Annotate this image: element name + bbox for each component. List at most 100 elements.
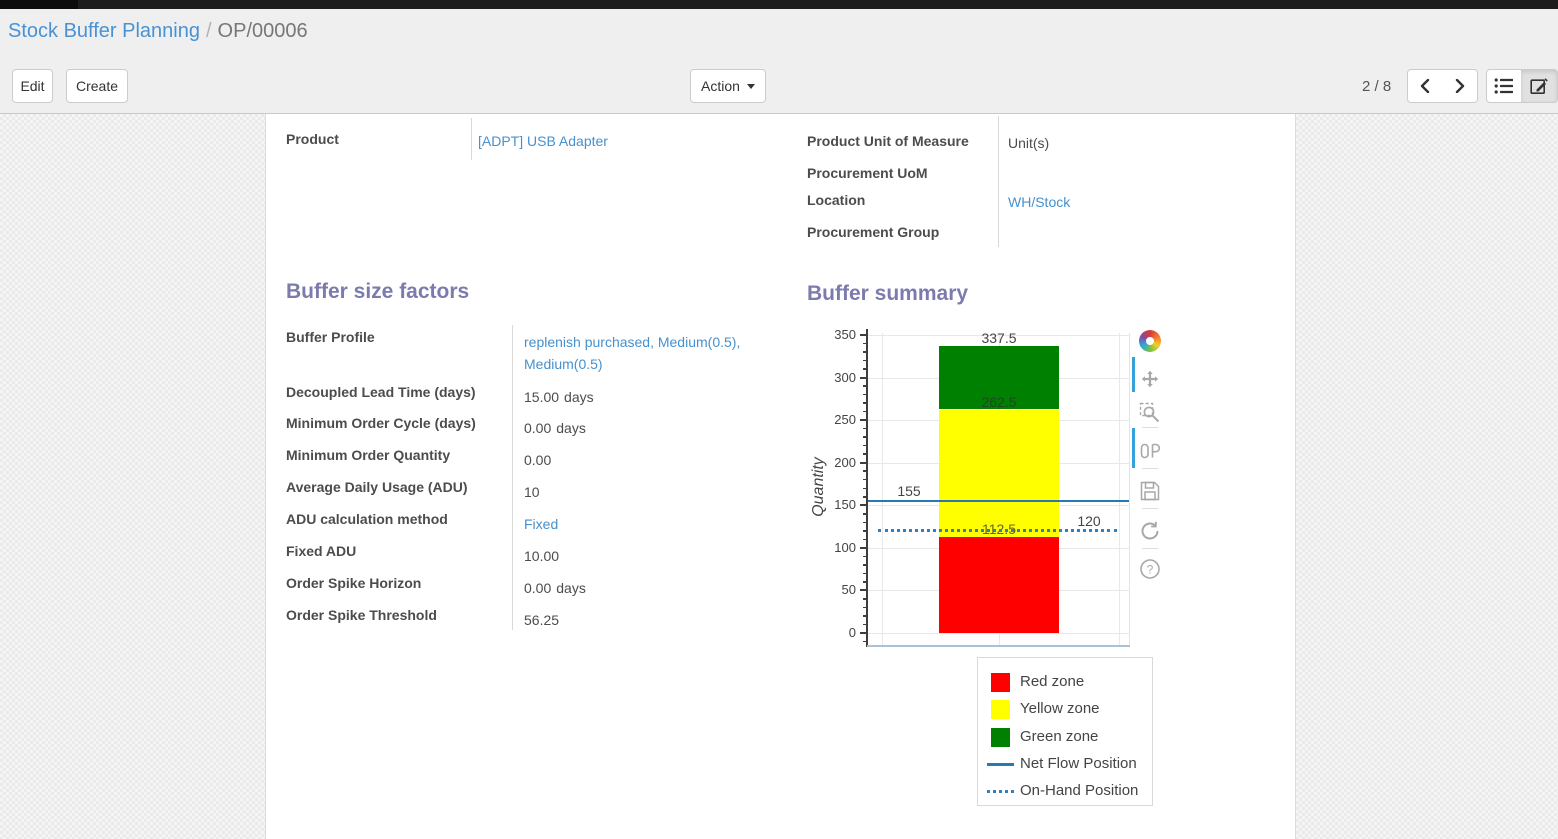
- modebar-divider: [1142, 548, 1158, 549]
- green-zone-bar: [939, 345, 1059, 410]
- y-axis-major-tick: [860, 334, 867, 336]
- y-axis-minor-tick: [863, 351, 867, 353]
- y-axis-minor-tick: [863, 453, 867, 455]
- action-dropdown-button[interactable]: Action: [690, 69, 766, 103]
- chart-legend: Red zone Yellow zone Green zone Net Flow Po…: [977, 657, 1153, 806]
- top-menu-bar: [0, 0, 1558, 9]
- legend-item-green-zone[interactable]: Green zone: [978, 726, 1152, 748]
- chart-gridline: [1119, 333, 1120, 645]
- x-axis-line: [867, 645, 1130, 647]
- buffer-size-factors-title: Buffer size factors: [286, 280, 470, 303]
- field-value: 56.25: [524, 612, 560, 628]
- field-label: Minimum Order Quantity: [286, 447, 451, 463]
- y-axis-minor-tick: [863, 393, 867, 396]
- y-axis-line: [866, 329, 868, 647]
- field-value: 0.00: [524, 452, 552, 468]
- modebar-accent-bar: [1132, 357, 1135, 392]
- compare-hover-icon[interactable]: [1139, 440, 1161, 462]
- y-axis-minor-tick: [863, 478, 867, 481]
- pan-icon[interactable]: [1139, 368, 1161, 390]
- breadcrumb-current: OP/00006: [217, 20, 308, 42]
- field-value: 0.00 days: [524, 580, 586, 596]
- y-axis-minor-tick: [863, 530, 867, 532]
- legend-label: Net Flow Position: [1020, 754, 1137, 772]
- pager-value: 2 / 8: [1362, 77, 1392, 95]
- y-axis-minor-tick: [863, 402, 867, 404]
- buffer-summary-title: Buffer summary: [807, 282, 969, 305]
- y-axis-minor-tick: [863, 368, 867, 370]
- pager-next-button[interactable]: [1442, 69, 1478, 103]
- edit-form-icon: [1530, 78, 1548, 95]
- chart-gridline: [867, 335, 1130, 336]
- y-axis-tick-label: 100: [834, 539, 856, 555]
- field-value-link[interactable]: WH/Stock: [1008, 194, 1071, 210]
- form-sheet: Product [ADPT] USB Adapter Product Unit …: [265, 114, 1296, 839]
- chevron-right-icon: [1455, 79, 1464, 93]
- edit-button[interactable]: Edit: [12, 69, 53, 103]
- legend-label: Green zone: [1020, 727, 1099, 745]
- y-axis-minor-tick: [863, 606, 867, 609]
- y-axis-minor-tick: [863, 623, 867, 626]
- field-label: Order Spike Threshold: [286, 607, 437, 623]
- product-field-value-link[interactable]: [ADPT] USB Adapter: [478, 133, 608, 149]
- y-axis-tick-label: 250: [834, 412, 856, 428]
- caret-down-icon: [746, 83, 755, 89]
- y-axis-major-tick: [860, 419, 867, 422]
- y-axis-major-tick: [860, 632, 867, 634]
- breadcrumb-parent-link[interactable]: Stock Buffer Planning: [8, 20, 200, 42]
- field-label: Procurement UoM: [807, 165, 928, 181]
- legend-item-red-zone[interactable]: Red zone: [978, 671, 1152, 693]
- y-axis-minor-tick: [863, 555, 867, 558]
- y-axis-major-tick: [860, 376, 867, 379]
- y-axis-minor-tick: [863, 521, 867, 524]
- field-value: Unit(s): [1008, 135, 1050, 151]
- create-button[interactable]: Create: [66, 69, 128, 103]
- chart-gridline: [867, 633, 1130, 634]
- field-separator: [512, 325, 513, 630]
- autoscale-refresh-icon[interactable]: [1139, 520, 1161, 542]
- buffer-summary-chart[interactable]: 0 50 100 150 200 250 300 350 112.5 262.5 337.5 155 1…: [266, 114, 1297, 839]
- y-axis-minor-tick: [863, 538, 867, 541]
- net-flow-position-line: [868, 499, 1129, 503]
- field-value-link[interactable]: Fixed: [524, 516, 559, 532]
- field-suffix: days: [556, 580, 586, 596]
- field-label: Location: [807, 192, 866, 208]
- control-panel: Stock Buffer Planning / OP/00006 Edit Crea…: [0, 9, 1558, 114]
- y-axis-minor-tick: [863, 436, 867, 438]
- view-switcher-list-button[interactable]: [1486, 69, 1522, 103]
- field-value-link[interactable]: replenish purchased, Medium(0.5), Medium…: [524, 334, 741, 372]
- field-separator: [471, 118, 472, 160]
- y-axis-minor-tick: [863, 564, 867, 566]
- field-label: Buffer Profile: [286, 329, 375, 345]
- legend-item-net-flow-position[interactable]: Net Flow Position: [978, 753, 1152, 775]
- pager-previous-button[interactable]: [1407, 69, 1443, 103]
- legend-line-swatch: [987, 762, 1014, 766]
- plotly-logo-icon[interactable]: [1139, 330, 1161, 352]
- legend-item-on-hand-position[interactable]: On-Hand Position: [978, 780, 1152, 802]
- on-hand-position-line: [878, 529, 1117, 533]
- y-axis-tick-label: 300: [834, 369, 856, 385]
- save-icon[interactable]: [1139, 480, 1161, 502]
- legend-label: Red zone: [1020, 673, 1085, 690]
- field-value: 15.00 days: [524, 389, 594, 405]
- y-axis-minor-tick: [863, 444, 867, 447]
- y-axis-minor-tick: [863, 615, 867, 617]
- zone-boundary-label: 262.5: [981, 393, 1017, 410]
- view-switcher-form-button[interactable]: [1521, 69, 1558, 103]
- y-axis-tick-label: 200: [834, 454, 856, 470]
- legend-swatch: [991, 673, 1010, 692]
- legend-item-yellow-zone[interactable]: Yellow zone: [978, 698, 1152, 720]
- y-axis-tick-label: 150: [834, 497, 856, 513]
- red-zone-bar: [939, 537, 1059, 633]
- help-icon[interactable]: ?: [1139, 558, 1161, 580]
- chart-plot-right-edge: [1129, 333, 1130, 645]
- field-label: Procurement Group: [807, 224, 940, 240]
- top-menu-left-segment: [0, 0, 78, 9]
- zoom-box-icon[interactable]: [1139, 402, 1161, 424]
- y-axis-tick-label: 50: [841, 582, 856, 598]
- chart-y-axis-title: Quantity: [810, 457, 827, 517]
- yellow-zone-bar: [939, 409, 1059, 538]
- field-label: Order Spike Horizon: [286, 575, 422, 591]
- modebar-divider: [1142, 468, 1158, 469]
- y-axis-minor-tick: [863, 410, 867, 413]
